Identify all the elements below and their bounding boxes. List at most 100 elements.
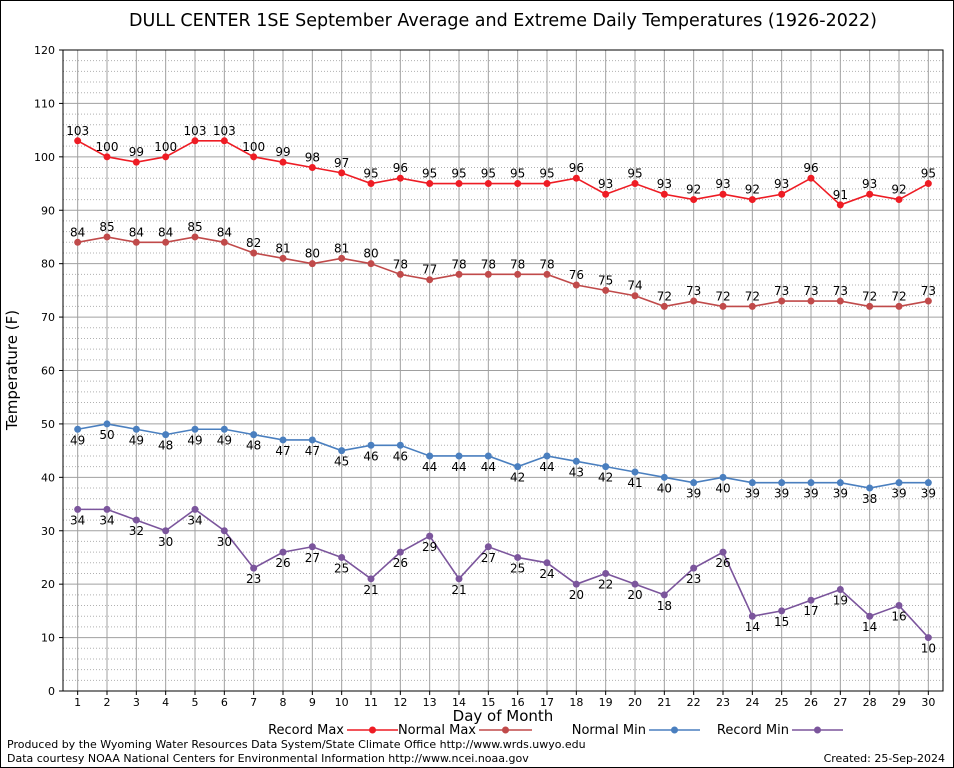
data-point	[866, 484, 874, 492]
data-point	[74, 505, 82, 513]
x-tick-label: 20	[628, 696, 642, 709]
x-tick-label: 30	[921, 696, 935, 709]
data-point	[895, 302, 903, 310]
x-axis: 1 2 3 4 5 6 7 8 9 10 11 12 13 14 15 16 17 18 19 20 21 22 23 24 2…	[74, 691, 935, 709]
data-label: 81	[275, 241, 290, 255]
data-point	[308, 543, 316, 551]
data-label: 91	[833, 188, 848, 202]
x-tick-label: 16	[511, 696, 525, 709]
data-point	[103, 153, 111, 161]
data-point	[132, 238, 140, 246]
data-label: 72	[657, 289, 672, 303]
x-tick-label: 3	[133, 696, 140, 709]
data-point	[396, 548, 404, 556]
data-point	[660, 302, 668, 310]
data-point	[660, 190, 668, 198]
x-tick-label: 2	[104, 696, 111, 709]
x-tick-label: 14	[452, 696, 466, 709]
data-point	[836, 297, 844, 305]
data-point	[103, 505, 111, 513]
data-label: 44	[481, 460, 496, 474]
data-label: 20	[627, 588, 642, 602]
x-tick-label: 18	[569, 696, 583, 709]
data-point	[191, 137, 199, 145]
x-tick-label: 17	[540, 696, 554, 709]
data-label: 23	[246, 572, 261, 586]
data-label: 40	[715, 481, 730, 495]
data-label: 103	[66, 124, 89, 138]
data-label: 39	[774, 487, 789, 501]
x-tick-label: 26	[804, 696, 818, 709]
data-point	[308, 260, 316, 268]
data-point	[631, 180, 639, 188]
data-label: 48	[158, 439, 173, 453]
data-label: 32	[129, 524, 144, 538]
data-label: 50	[99, 428, 114, 442]
data-label: 73	[803, 284, 818, 298]
data-label: 73	[686, 284, 701, 298]
data-point	[484, 180, 492, 188]
data-point	[778, 479, 786, 487]
data-point	[572, 174, 580, 182]
data-label: 99	[275, 145, 290, 159]
data-point	[719, 548, 727, 556]
x-tick-label: 13	[423, 696, 437, 709]
data-label: 95	[510, 167, 525, 181]
data-label: 39	[833, 487, 848, 501]
y-tick-label: 110	[34, 97, 55, 110]
data-label: 10	[921, 642, 936, 656]
data-label: 100	[154, 140, 177, 154]
data-point	[895, 479, 903, 487]
x-tick-label: 9	[309, 696, 316, 709]
data-label: 22	[598, 577, 613, 591]
data-point	[602, 569, 610, 577]
data-point	[279, 158, 287, 166]
series-record-max: 103 100 99 100 103 103 100 99 98 97 95 96 95 95 95 95 95…	[66, 124, 936, 209]
data-label: 103	[184, 124, 207, 138]
x-tick-label: 15	[481, 696, 495, 709]
data-label: 18	[657, 599, 672, 613]
data-label: 93	[862, 177, 877, 191]
data-label: 30	[217, 535, 232, 549]
data-label: 95	[481, 167, 496, 181]
data-point	[866, 190, 874, 198]
data-label: 93	[774, 177, 789, 191]
data-label: 29	[422, 540, 437, 554]
data-point	[455, 180, 463, 188]
data-label: 95	[539, 167, 554, 181]
gridlines	[63, 49, 943, 692]
data-point	[308, 436, 316, 444]
data-label: 78	[451, 257, 466, 271]
data-label: 17	[803, 604, 818, 618]
data-point	[162, 153, 170, 161]
data-label: 27	[481, 551, 496, 565]
data-point	[220, 527, 228, 535]
data-point	[455, 452, 463, 460]
legend-marker	[671, 726, 678, 734]
data-point	[162, 238, 170, 246]
data-point	[602, 286, 610, 294]
data-point	[308, 164, 316, 172]
x-tick-label: 19	[599, 696, 613, 709]
data-label: 39	[921, 487, 936, 501]
data-point	[132, 425, 140, 433]
data-label: 43	[569, 465, 584, 479]
data-point	[426, 276, 434, 284]
data-label: 26	[275, 556, 290, 570]
data-label: 26	[393, 556, 408, 570]
data-label: 21	[363, 583, 378, 597]
data-label: 24	[539, 567, 554, 581]
chart-title: DULL CENTER 1SE September Average and Ex…	[129, 11, 877, 31]
data-label: 38	[862, 492, 877, 506]
y-tick-label: 20	[41, 578, 55, 591]
data-point	[719, 473, 727, 481]
data-point	[279, 436, 287, 444]
data-point	[895, 196, 903, 204]
data-point	[631, 292, 639, 300]
data-point	[836, 201, 844, 209]
y-tick-label: 100	[34, 151, 55, 164]
data-point	[807, 174, 815, 182]
data-point	[866, 612, 874, 620]
data-point	[484, 452, 492, 460]
data-point	[191, 505, 199, 513]
